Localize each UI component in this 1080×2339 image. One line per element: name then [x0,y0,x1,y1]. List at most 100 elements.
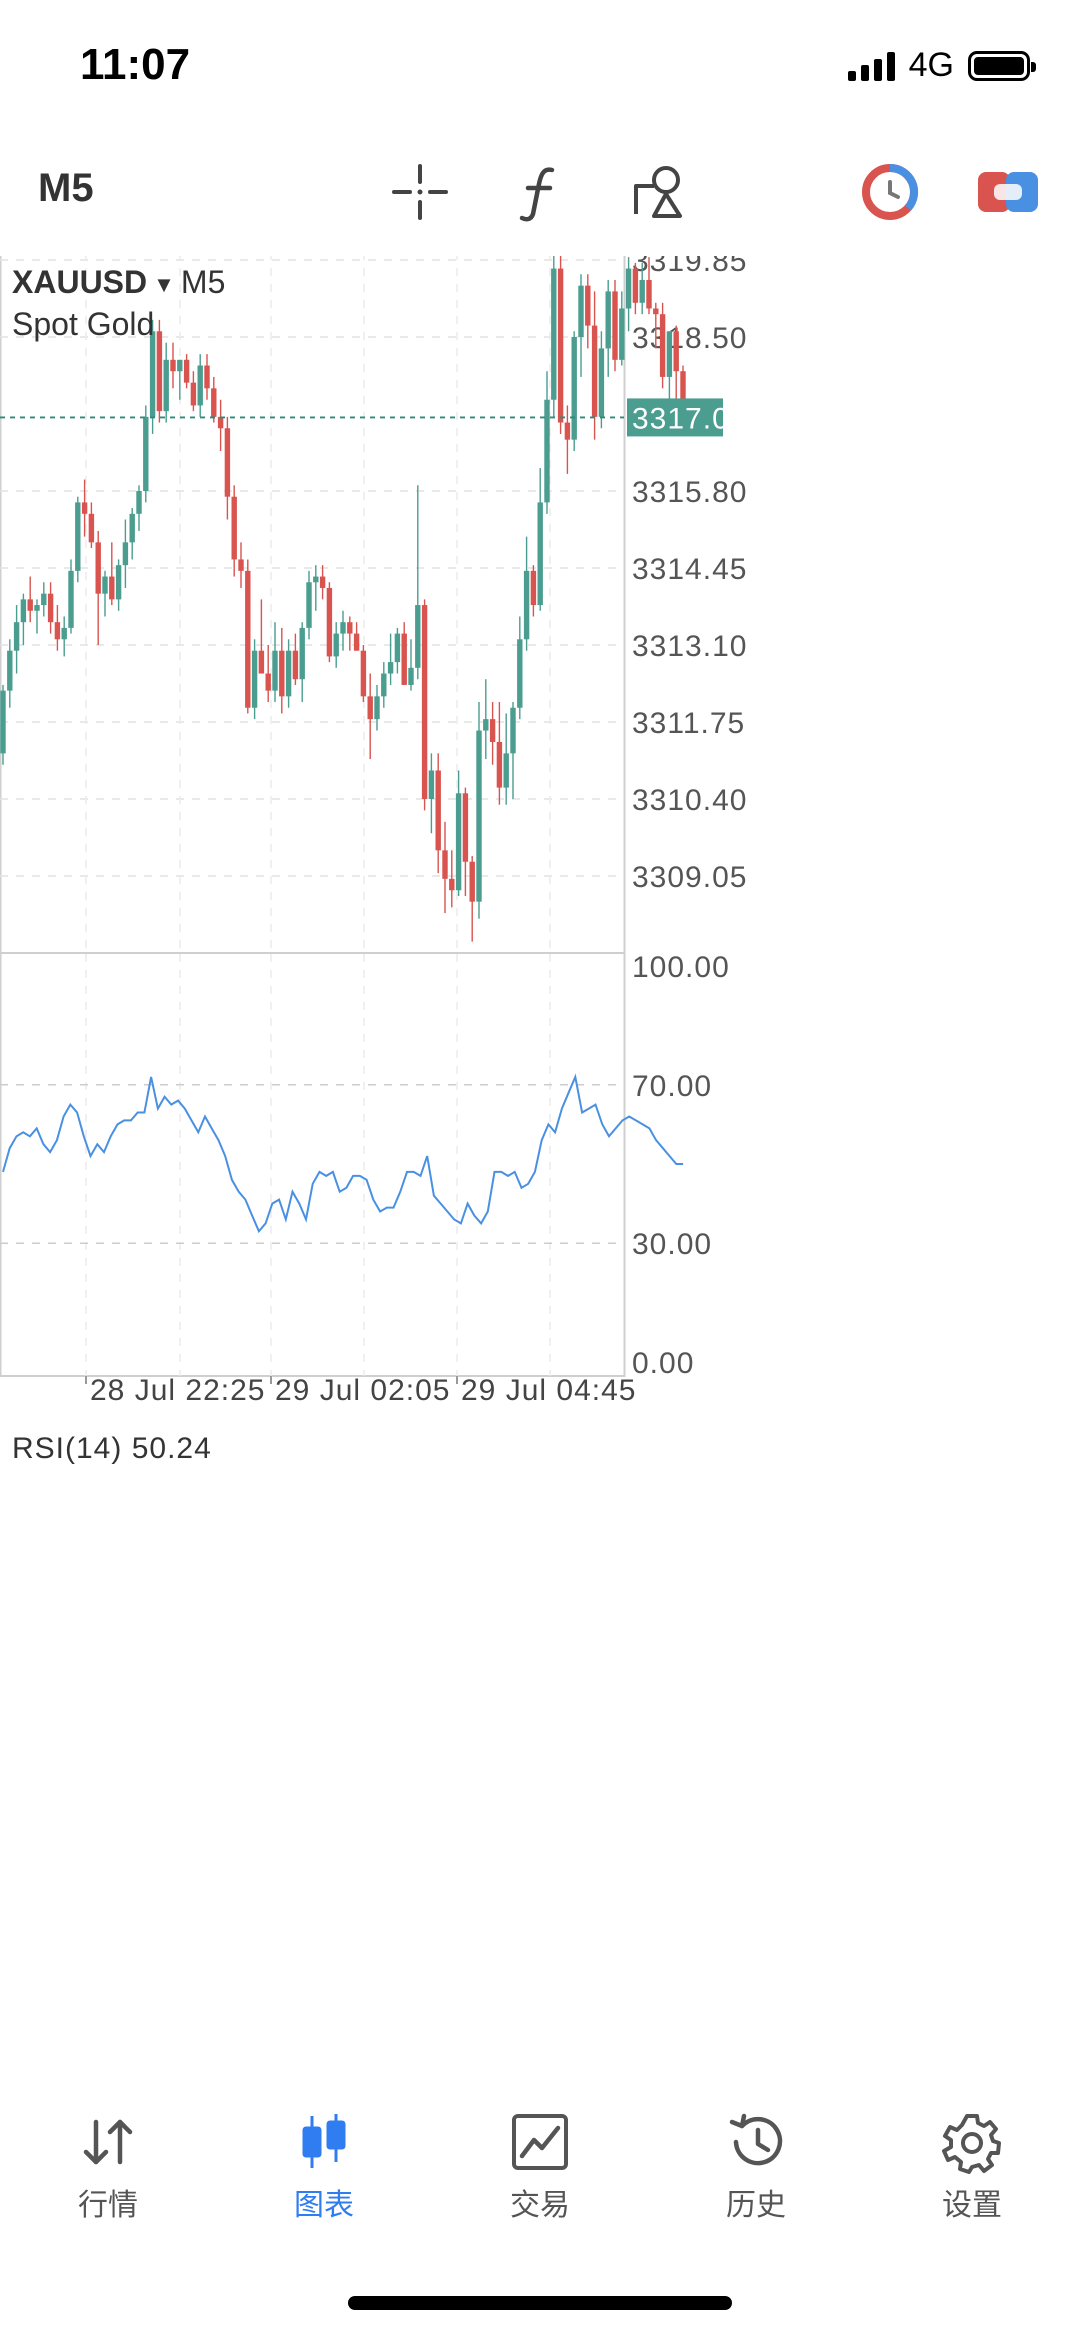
chart-frame [0,256,626,1377]
candle-body [489,719,496,742]
candle-body [115,565,122,600]
candle-body [170,359,176,372]
nav-chart[interactable]: 图表 [216,2110,432,2250]
network-type: 4G [908,46,954,84]
candle-body [394,633,401,663]
price-tick-label: 3315.80 [632,476,747,509]
candle-body [347,622,353,634]
candle-body [360,650,367,697]
rsi-tick-label: 0.00 [632,1347,694,1380]
candle-body [646,279,652,309]
candle-body [183,359,190,383]
candle-body [353,633,360,651]
candle-body [47,593,54,623]
candle-body [625,268,632,309]
candle-body [537,502,543,606]
nav-history[interactable]: 历史 [648,2110,864,2250]
candle-body [41,593,47,606]
nav-history-label: 历史 [726,2189,786,2222]
nav-chart-label: 图表 [294,2189,354,2222]
price-chart[interactable]: 3319.85 3318.50 3315.80 3314.45 3313.10 3311.… [0,256,1080,2056]
candle-body [612,291,618,360]
nav-settings[interactable]: 设置 [864,2110,1080,2250]
chart-area[interactable]: 3319.85 3318.50 3315.80 3314.45 3313.10 3311.… [0,256,1080,2056]
candle-body [659,314,666,377]
timeframe-button[interactable]: M5 [38,166,94,210]
candle-body [496,741,503,788]
nav-trade-label: 交易 [510,2189,570,2222]
candle-body [136,491,142,514]
candle-body [591,325,598,417]
candle-body [639,279,645,303]
time-tick-label: 29 Jul 02:05 [275,1374,450,1407]
candle-body [442,850,448,879]
candle-body [251,650,258,708]
candle-body [333,633,339,657]
candle-body [387,662,394,674]
candle-body [272,650,278,691]
function-icon[interactable] [508,160,572,224]
period-separator-icon[interactable] [858,160,922,224]
candle-body [20,599,27,623]
chart-icon [302,2114,346,2168]
nav-trade[interactable]: 交易 [432,2110,648,2250]
nav-quotes[interactable]: 行情 [0,2110,216,2250]
candle-body [306,582,312,628]
objects-icon[interactable] [628,160,692,224]
candle-body [27,599,33,611]
candle-body [469,861,475,902]
candle-body [143,416,149,491]
status-time: 11:07 [80,40,191,89]
candle-body [190,382,197,406]
candle-body [653,308,659,315]
dropdown-arrow-icon: ▼ [153,271,175,297]
candle-body [197,365,203,406]
candle-body [285,650,292,697]
candle-body [619,308,625,360]
price-tick-label: 3310.40 [632,784,747,817]
candle-body [408,667,414,685]
price-tick-label: 3313.10 [632,630,747,663]
candle-body [605,291,611,349]
candle-body [564,422,571,440]
candle-body [598,348,605,417]
candle-body [13,622,20,651]
price-tick-label: 3318.50 [632,322,747,355]
crosshair-icon[interactable] [388,160,452,224]
candle-body [476,730,482,902]
symbol-timeframe: M5 [180,264,226,300]
candle-body [75,502,81,571]
candle-body [224,428,231,497]
symbol-name: XAUUSD [12,264,148,300]
candle-body [313,576,319,583]
rsi-tick-label: 100.00 [632,951,730,984]
candle-body [95,542,101,594]
price-tick-label: 3319.85 [632,256,747,278]
candle-body [510,707,516,754]
candle-body [571,337,577,440]
candle-body [483,719,489,731]
candle-body [68,570,74,628]
candle-body [673,331,679,372]
rsi-label: RSI(14) 50.24 [12,1432,212,1465]
chart-type-icon[interactable] [976,160,1040,224]
chart-toolbar: M5 [0,140,1080,240]
candle-body [578,285,584,337]
bottom-nav: 行情 图表 交易 历史 设置 [0,2110,1080,2250]
candle-body [7,650,13,691]
candle-body [258,650,265,674]
candle-body [217,416,224,429]
trade-icon [512,2114,568,2170]
quotes-icon [83,2119,133,2165]
candle-body [455,793,462,891]
candle-body [415,605,421,668]
candle-body [374,696,380,720]
symbol-label[interactable]: XAUUSD ▼ M5 [12,264,225,301]
candle-body [292,650,299,680]
rsi-tick-label: 30.00 [632,1228,712,1261]
candle-body [523,570,530,640]
price-tick-label: 3314.45 [632,553,747,586]
candle-body [129,513,135,543]
status-bar: 11:07 4G [0,0,1080,130]
candle-body [109,576,115,600]
